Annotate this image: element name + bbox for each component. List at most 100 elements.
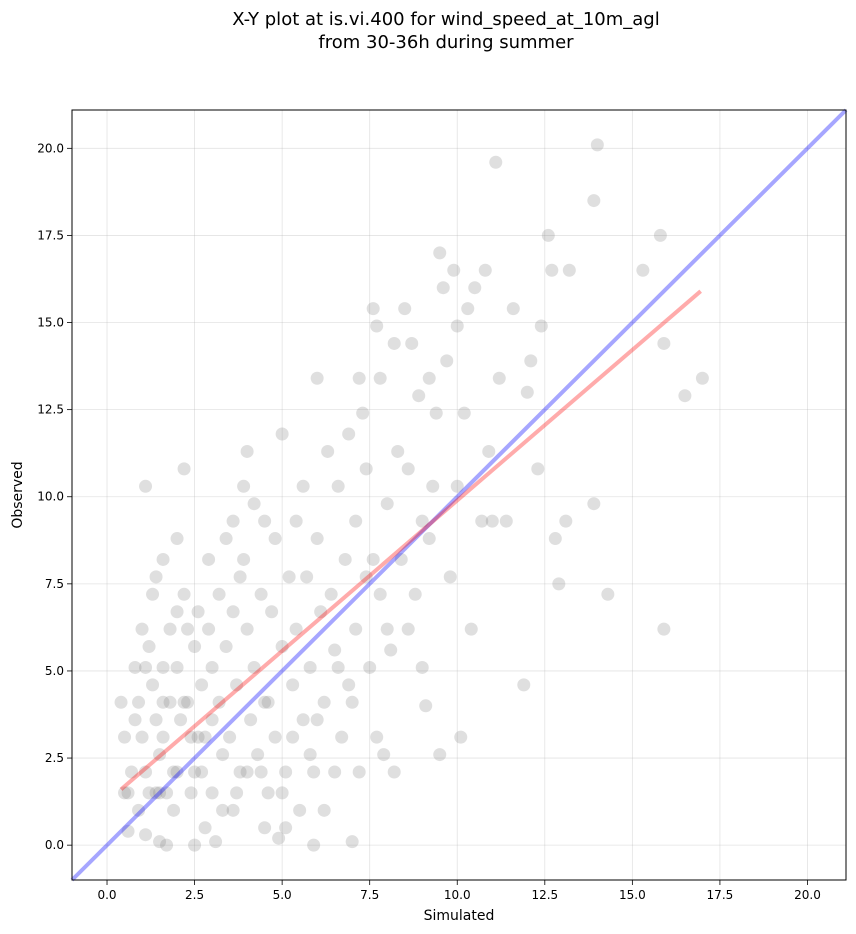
data-point — [450, 479, 464, 493]
data-point — [142, 786, 156, 800]
data-point — [317, 695, 331, 709]
data-point — [139, 660, 153, 674]
data-point — [657, 622, 671, 636]
data-point — [310, 713, 324, 727]
data-point — [408, 587, 422, 601]
data-point — [139, 765, 153, 779]
data-point — [240, 622, 254, 636]
data-point — [216, 748, 230, 762]
data-point — [524, 354, 538, 368]
data-point — [356, 406, 370, 420]
data-point — [128, 713, 142, 727]
data-point — [303, 660, 317, 674]
data-point — [359, 570, 373, 584]
data-point — [205, 786, 219, 800]
data-point — [307, 765, 321, 779]
y-tick-label: 15.0 — [37, 316, 64, 330]
data-point — [118, 786, 132, 800]
data-point — [601, 587, 615, 601]
data-point — [209, 835, 223, 849]
data-point — [534, 319, 548, 333]
data-point — [380, 622, 394, 636]
data-point — [387, 765, 401, 779]
x-tick-label: 2.5 — [185, 888, 204, 902]
data-point — [296, 713, 310, 727]
data-point — [191, 605, 205, 619]
data-point — [251, 748, 265, 762]
data-point — [254, 587, 268, 601]
data-points — [114, 138, 709, 852]
data-point — [160, 838, 174, 852]
data-point — [223, 730, 237, 744]
data-point — [419, 699, 433, 713]
y-tick-label: 20.0 — [37, 141, 64, 155]
data-point — [450, 319, 464, 333]
data-point — [212, 695, 226, 709]
data-point — [464, 622, 478, 636]
data-point — [321, 444, 335, 458]
data-point — [401, 462, 415, 476]
data-point — [198, 730, 212, 744]
data-point — [447, 263, 461, 277]
data-point — [153, 786, 167, 800]
y-tick-label: 12.5 — [37, 403, 64, 417]
data-point — [380, 497, 394, 511]
data-point — [282, 570, 296, 584]
data-point — [184, 730, 198, 744]
data-point — [195, 678, 209, 692]
data-point — [314, 605, 328, 619]
data-point — [352, 765, 366, 779]
data-point — [149, 713, 163, 727]
data-point — [118, 730, 132, 744]
data-point — [345, 695, 359, 709]
data-point — [177, 462, 191, 476]
data-point — [156, 660, 170, 674]
data-point — [352, 371, 366, 385]
data-point — [212, 587, 226, 601]
x-tick-label: 10.0 — [444, 888, 471, 902]
data-point — [489, 155, 503, 169]
data-point — [146, 587, 160, 601]
data-point — [377, 748, 391, 762]
data-point — [366, 552, 380, 566]
data-point — [237, 479, 251, 493]
data-point — [587, 194, 601, 208]
data-point — [678, 389, 692, 403]
data-point — [156, 695, 170, 709]
data-point — [338, 552, 352, 566]
data-point — [258, 821, 272, 835]
chart-title-line2: from 30-36h during summer — [318, 32, 574, 53]
data-point — [293, 803, 307, 817]
data-point — [184, 786, 198, 800]
y-tick-label: 7.5 — [45, 577, 64, 591]
data-point — [149, 786, 163, 800]
data-point — [188, 640, 202, 654]
data-point — [391, 444, 405, 458]
x-tick-label: 15.0 — [619, 888, 646, 902]
data-point — [328, 765, 342, 779]
data-point — [373, 371, 387, 385]
data-point — [342, 427, 356, 441]
data-point — [219, 532, 233, 546]
data-point — [247, 497, 261, 511]
data-point — [587, 497, 601, 511]
data-point — [289, 514, 303, 528]
data-point — [485, 514, 499, 528]
data-point — [268, 730, 282, 744]
data-point — [121, 786, 135, 800]
data-point — [317, 803, 331, 817]
data-point — [342, 678, 356, 692]
data-point — [426, 479, 440, 493]
data-point — [177, 587, 191, 601]
data-point — [345, 835, 359, 849]
data-point — [373, 587, 387, 601]
data-point — [296, 479, 310, 493]
data-point — [132, 803, 146, 817]
data-point — [170, 660, 184, 674]
data-point — [202, 552, 216, 566]
data-point — [548, 532, 562, 546]
data-point — [121, 824, 135, 838]
data-point — [167, 765, 181, 779]
data-point — [506, 302, 520, 316]
reference-lines — [70, 108, 848, 882]
